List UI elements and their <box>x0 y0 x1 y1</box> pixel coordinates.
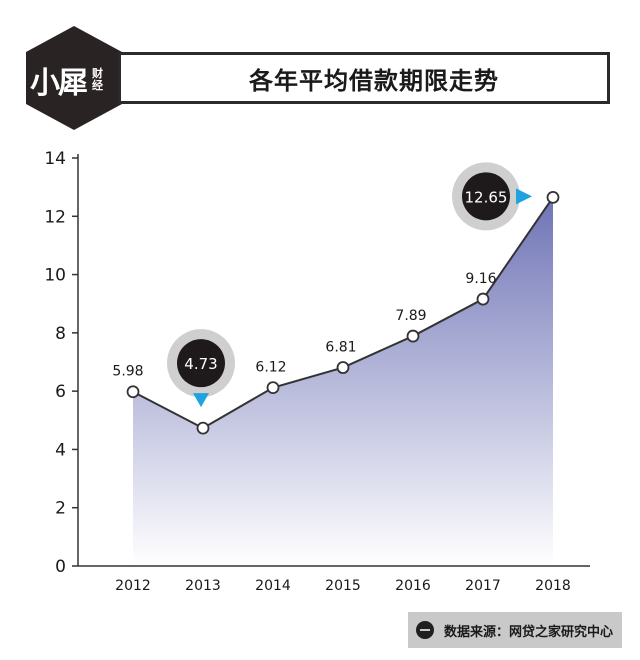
minus-circle-icon <box>416 621 434 639</box>
data-label: 5.98 <box>112 364 143 380</box>
data-point <box>546 190 560 204</box>
area-fill <box>133 197 553 567</box>
title-box: 各年平均借款期限走势 <box>118 52 610 104</box>
data-point <box>196 421 210 435</box>
data-label: 12.65 <box>465 188 508 206</box>
y-tick-label: 4 <box>55 440 66 460</box>
x-tick-label: 2018 <box>535 578 571 594</box>
data-points <box>126 190 560 435</box>
data-point <box>476 292 490 306</box>
data-point <box>336 361 350 374</box>
data-label: 4.73 <box>184 355 217 373</box>
y-tick-label: 2 <box>55 499 66 519</box>
y-tick-label: 10 <box>44 266 66 286</box>
data-point <box>266 381 280 395</box>
data-point <box>126 385 140 399</box>
y-tick-label: 0 <box>55 557 66 577</box>
data-label: 9.16 <box>465 271 496 287</box>
y-tick-label: 14 <box>44 149 66 169</box>
logo-small-text: 财经 <box>92 67 103 92</box>
logo-text: 小犀 <box>30 66 88 101</box>
y-tick-label: 6 <box>55 382 66 402</box>
y-axis: 0 2 4 6 8 10 12 14 <box>44 149 79 577</box>
x-tick-label: 2014 <box>255 578 291 594</box>
x-tick-label: 2013 <box>185 578 221 594</box>
header: 小犀 财经 各年平均借款期限走势 <box>0 0 640 130</box>
data-label: 7.89 <box>395 308 426 324</box>
data-label: 6.81 <box>325 340 356 356</box>
bubble-circle <box>462 172 510 221</box>
data-point <box>406 329 420 343</box>
y-tick-label: 12 <box>44 207 66 227</box>
x-tick-label: 2012 <box>115 578 151 594</box>
x-tick-label: 2017 <box>465 578 501 594</box>
x-tick-label: 2016 <box>395 578 431 594</box>
x-tick-label: 2015 <box>325 578 361 594</box>
source-badge: 数据来源：网贷之家研究中心 <box>408 612 622 648</box>
data-label: 6.12 <box>255 360 286 376</box>
data-labels: 5.98 4.73 6.12 6.81 7.89 9.16 12.65 <box>112 162 532 408</box>
x-axis: 2012 2013 2014 2015 2016 2017 2018 <box>78 565 590 594</box>
bubble-circle <box>177 339 225 388</box>
y-tick-label: 8 <box>55 324 66 344</box>
pointer-right-icon <box>516 188 532 205</box>
logo-hexagon-icon <box>26 26 122 130</box>
pointer-down-icon <box>193 393 209 408</box>
chart-title: 各年平均借款期限走势 <box>249 66 499 95</box>
source-text: 数据来源：网贷之家研究中心 <box>444 624 614 640</box>
